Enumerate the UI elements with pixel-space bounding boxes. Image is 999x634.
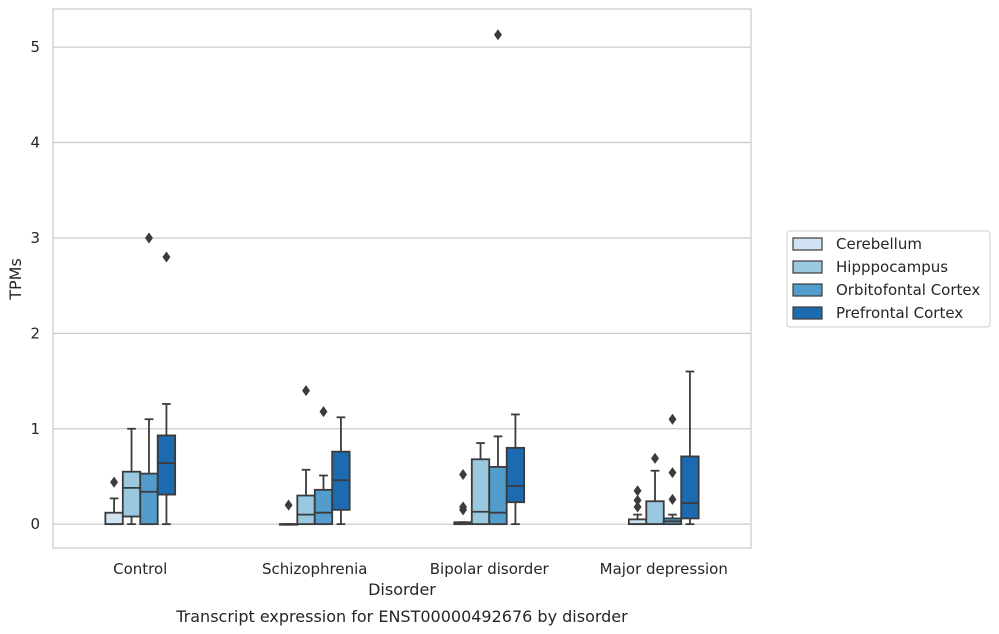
box-outlier: [459, 501, 468, 513]
y-tick-label: 0: [30, 515, 40, 533]
box-outlier: [110, 476, 119, 488]
legend-label: Hipppocampus: [836, 258, 948, 276]
box-iqr: [156, 434, 177, 496]
box-outlier: [162, 251, 171, 263]
legend-swatch: [792, 237, 823, 251]
box-outlier: [319, 406, 328, 418]
box-outlier: [668, 493, 677, 505]
box-outlier: [633, 501, 642, 513]
box-outlier: [668, 413, 677, 425]
x-tick-label: Major depression: [600, 560, 728, 578]
chart-title: Transcript expression for ENST0000049267…: [175, 607, 628, 626]
box-iqr: [121, 470, 142, 518]
box-iqr: [680, 455, 700, 520]
box-iqr: [296, 494, 316, 526]
y-axis-ticks: 0 1 2 3 4 5: [30, 38, 40, 533]
box-outlier: [633, 494, 642, 506]
box-iqr: [104, 511, 124, 526]
legend-swatch: [792, 260, 823, 274]
plot-frame: [52, 8, 752, 549]
legend-swatch: [792, 283, 823, 297]
box-series: [104, 29, 700, 526]
box-outlier: [459, 469, 468, 481]
legend-label: Prefrontal Cortex: [836, 304, 963, 322]
y-tick-label: 3: [30, 229, 40, 247]
box-outlier: [668, 467, 677, 479]
box-outlier: [302, 385, 310, 397]
legend: Cerebellum Hipppocampus Orbitofontal Corte…: [786, 230, 991, 328]
box-outlier: [651, 452, 659, 464]
box-outlier: [494, 29, 502, 41]
legend-frame: [786, 230, 991, 328]
box-outlier: [145, 232, 153, 244]
y-tick-label: 2: [30, 324, 40, 342]
x-tick-label: Schizophrenia: [262, 560, 367, 578]
legend-swatch: [792, 306, 823, 320]
box-iqr: [470, 458, 491, 526]
y-tick-label: 4: [30, 134, 40, 152]
legend-label: Cerebellum: [836, 235, 922, 253]
box-iqr: [645, 500, 665, 526]
box-iqr: [139, 472, 159, 526]
y-tick-label: 5: [30, 38, 40, 56]
x-tick-label: Control: [113, 560, 167, 578]
x-axis-label: Disorder: [368, 580, 436, 599]
y-tick-label: 1: [30, 420, 40, 438]
x-axis-ticks: Control Schizophrenia Bipolar disorder Majo…: [113, 560, 728, 578]
box-iqr: [488, 466, 508, 526]
y-axis-label: TPMs: [6, 258, 25, 301]
box-iqr: [505, 446, 526, 504]
box-outlier: [633, 485, 642, 497]
box-outlier: [284, 499, 293, 511]
legend-label: Orbitofontal Cortex: [836, 281, 980, 299]
x-tick-label: Bipolar disorder: [430, 560, 550, 578]
box-iqr: [313, 488, 334, 526]
